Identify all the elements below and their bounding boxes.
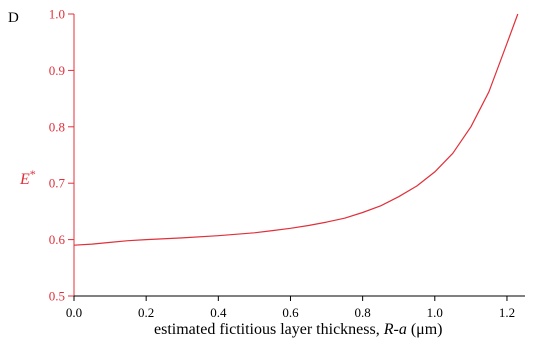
y-axis-label: E* [19,167,36,188]
x-tick-label: 1.0 [427,305,443,320]
x-tick-label: 0.0 [66,305,82,320]
x-tick-label: 0.8 [355,305,371,320]
panel-label: D [8,10,19,26]
y-tick-label: 0.8 [49,119,65,134]
x-tick-label: 1.2 [499,305,515,320]
y-axis-label-superscript: * [30,167,36,181]
y-axis: 0.5 0.6 0.7 0.8 0.9 1.0 [49,7,75,304]
x-axis-label-prefix: estimated fictitious layer thickness, [154,321,384,338]
x-tick-label: 0.6 [282,305,299,320]
x-axis-label: estimated fictitious layer thickness, R-… [154,321,443,338]
plot-area [73,13,519,246]
y-tick-label: 0.9 [49,63,65,78]
y-axis-label-main: E [19,171,30,188]
x-tick-label: 0.2 [138,305,154,320]
x-axis-label-variable: R-a [383,321,407,338]
y-tick-label: 0.7 [49,176,66,191]
y-tick-label: 0.5 [49,289,65,304]
x-axis-label-unit: (μm) [407,321,443,338]
series-line [73,13,519,246]
x-axis: 0.0 0.2 0.4 0.6 0.8 1.0 1.2 [66,295,525,320]
y-tick-label: 1.0 [49,7,65,22]
y-tick-label: 0.6 [49,232,66,247]
x-tick-label: 0.4 [210,305,227,320]
